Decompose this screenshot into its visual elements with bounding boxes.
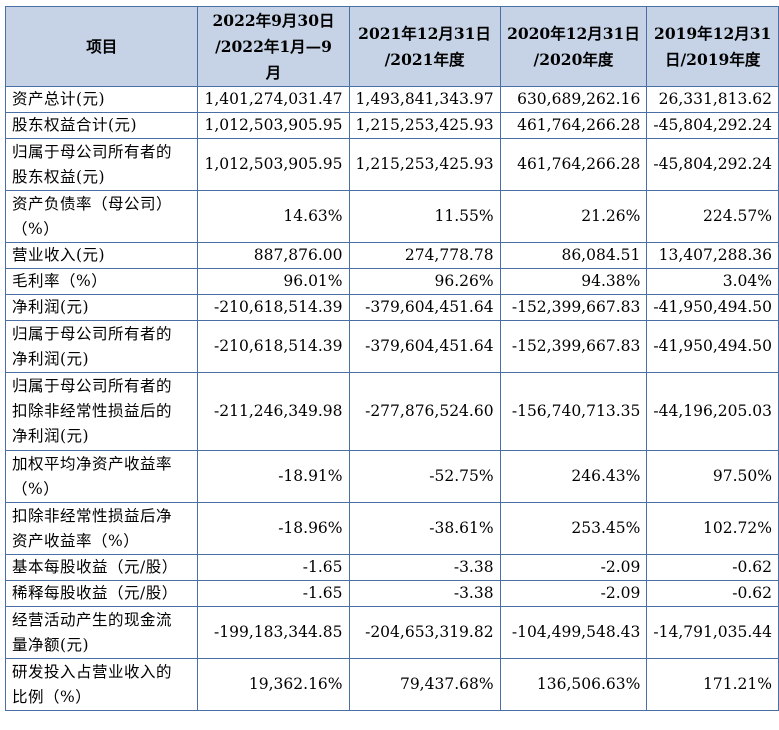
cell-value: -2.09 <box>499 554 648 581</box>
cell-value: -45,804,292.24 <box>646 112 779 139</box>
header-2021: 2021年12月31日 /2021年度 <box>348 6 501 87</box>
cell-value: 79,437.68% <box>348 658 501 711</box>
cell-value: 102.72% <box>646 502 779 555</box>
header-2022-q3: 2022年9月30日 /2022年1月—9 月 <box>197 6 350 87</box>
cell-value: 171.21% <box>646 658 779 711</box>
cell-value: -204,653,319.82 <box>348 606 501 659</box>
cell-value: -18.91% <box>197 450 350 503</box>
cell-value: 13,407,288.36 <box>646 242 779 269</box>
row-label: 净利润(元) <box>4 294 199 321</box>
row-label: 股东权益合计(元) <box>4 112 199 139</box>
row-label: 毛利率（%） <box>4 268 199 295</box>
cell-value: 3.04% <box>646 268 779 295</box>
cell-value: 26,331,813.62 <box>646 86 779 113</box>
cell-value: 1,215,253,425.93 <box>348 138 501 191</box>
table-row: 营业收入(元) 887,876.00 274,778.78 86,084.51 13,4… <box>4 242 779 269</box>
table-row: 毛利率（%） 96.01% 96.26% 94.38% 3.04% <box>4 268 779 295</box>
row-label: 基本每股收益（元/股） <box>4 554 199 581</box>
cell-value: 96.26% <box>348 268 501 295</box>
cell-value: 630,689,262.16 <box>499 86 648 113</box>
cell-value: 224.57% <box>646 190 779 243</box>
table-row: 基本每股收益（元/股） -1.65 -3.38 -2.09 -0.62 <box>4 554 779 581</box>
cell-value: 86,084.51 <box>499 242 648 269</box>
cell-value: -3.38 <box>348 554 501 581</box>
cell-value: 1,215,253,425.93 <box>348 112 501 139</box>
cell-value: 11.55% <box>348 190 501 243</box>
cell-value: 19,362.16% <box>197 658 350 711</box>
cell-value: 96.01% <box>197 268 350 295</box>
table-row: 经营活动产生的现金流 量净额(元) -199,183,344.85 -204,653… <box>4 606 779 659</box>
cell-value: -152,399,667.83 <box>499 294 648 321</box>
table-row: 归属于母公司所有者的 净利润(元) -210,618,514.39 -379,604… <box>4 320 779 373</box>
financial-data-table: 项目 2022年9月30日 /2022年1月—9 月 2021年12月31日 /… <box>4 6 779 711</box>
table-row: 稀释每股收益（元/股） -1.65 -3.38 -2.09 -0.62 <box>4 580 779 607</box>
row-label: 归属于母公司所有者的 净利润(元) <box>4 320 199 373</box>
table-row: 净利润(元) -210,618,514.39 -379,604,451.64 -152… <box>4 294 779 321</box>
table-row: 加权平均净资产收益率 （%） -18.91% -52.75% 246.43% 97.50… <box>4 450 779 503</box>
cell-value: 246.43% <box>499 450 648 503</box>
cell-value: -211,246,349.98 <box>197 372 350 451</box>
cell-value: 253.45% <box>499 502 648 555</box>
table-row: 股东权益合计(元) 1,012,503,905.95 1,215,253,425.9… <box>4 112 779 139</box>
cell-value: -45,804,292.24 <box>646 138 779 191</box>
row-label: 资产负债率（母公司） （%） <box>4 190 199 243</box>
table-row: 归属于母公司所有者的 股东权益(元) 1,012,503,905.95 1,215,… <box>4 138 779 191</box>
cell-value: 887,876.00 <box>197 242 350 269</box>
cell-value: -18.96% <box>197 502 350 555</box>
financial-table-container: 项目 2022年9月30日 /2022年1月—9 月 2021年12月31日 /… <box>4 6 779 711</box>
cell-value: -52.75% <box>348 450 501 503</box>
cell-value: 1,401,274,031.47 <box>197 86 350 113</box>
cell-value: -277,876,524.60 <box>348 372 501 451</box>
cell-value: -104,499,548.43 <box>499 606 648 659</box>
cell-value: 21.26% <box>499 190 648 243</box>
cell-value: -3.38 <box>348 580 501 607</box>
header-item: 项目 <box>4 6 199 87</box>
cell-value: 461,764,266.28 <box>499 138 648 191</box>
cell-value: -156,740,713.35 <box>499 372 648 451</box>
cell-value: 97.50% <box>646 450 779 503</box>
row-label: 加权平均净资产收益率 （%） <box>4 450 199 503</box>
cell-value: -152,399,667.83 <box>499 320 648 373</box>
row-label: 研发投入占营业收入的 比例（%） <box>4 658 199 711</box>
cell-value: 274,778.78 <box>348 242 501 269</box>
cell-value: -1.65 <box>197 580 350 607</box>
row-label: 归属于母公司所有者的 股东权益(元) <box>4 138 199 191</box>
cell-value: 136,506.63% <box>499 658 648 711</box>
cell-value: -199,183,344.85 <box>197 606 350 659</box>
row-label: 归属于母公司所有者的 扣除非经常性损益后的 净利润(元) <box>4 372 199 451</box>
table-row: 资产总计(元) 1,401,274,031.47 1,493,841,343.97 6… <box>4 86 779 113</box>
table-row: 扣除非经常性损益后净 资产收益率（%） -18.96% -38.61% 253.45%… <box>4 502 779 555</box>
row-label: 扣除非经常性损益后净 资产收益率（%） <box>4 502 199 555</box>
header-2020: 2020年12月31日 /2020年度 <box>499 6 648 87</box>
row-label: 经营活动产生的现金流 量净额(元) <box>4 606 199 659</box>
cell-value: -44,196,205.03 <box>646 372 779 451</box>
row-label: 资产总计(元) <box>4 86 199 113</box>
cell-value: 14.63% <box>197 190 350 243</box>
cell-value: 461,764,266.28 <box>499 112 648 139</box>
cell-value: -41,950,494.50 <box>646 320 779 373</box>
cell-value: -379,604,451.64 <box>348 320 501 373</box>
cell-value: -379,604,451.64 <box>348 294 501 321</box>
header-2019: 2019年12月31 日/2019年度 <box>646 6 779 87</box>
cell-value: 94.38% <box>499 268 648 295</box>
cell-value: -2.09 <box>499 580 648 607</box>
table-row: 资产负债率（母公司） （%） 14.63% 11.55% 21.26% 224.57% <box>4 190 779 243</box>
table-row: 研发投入占营业收入的 比例（%） 19,362.16% 79,437.68% 136,… <box>4 658 779 711</box>
cell-value: 1,012,503,905.95 <box>197 138 350 191</box>
cell-value: 1,012,503,905.95 <box>197 112 350 139</box>
cell-value: -1.65 <box>197 554 350 581</box>
cell-value: -41,950,494.50 <box>646 294 779 321</box>
cell-value: -38.61% <box>348 502 501 555</box>
row-label: 营业收入(元) <box>4 242 199 269</box>
cell-value: 1,493,841,343.97 <box>348 86 501 113</box>
cell-value: -0.62 <box>646 554 779 581</box>
cell-value: -210,618,514.39 <box>197 294 350 321</box>
cell-value: -210,618,514.39 <box>197 320 350 373</box>
cell-value: -0.62 <box>646 580 779 607</box>
table-row: 归属于母公司所有者的 扣除非经常性损益后的 净利润(元) -211,246,349… <box>4 372 779 451</box>
row-label: 稀释每股收益（元/股） <box>4 580 199 607</box>
cell-value: -14,791,035.44 <box>646 606 779 659</box>
table-header-row: 项目 2022年9月30日 /2022年1月—9 月 2021年12月31日 /… <box>4 6 779 87</box>
